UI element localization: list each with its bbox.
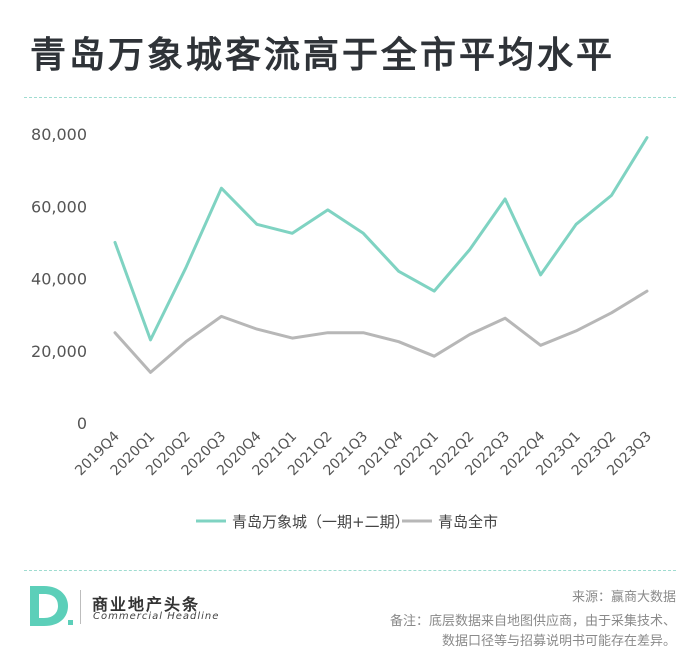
line-chart: 020,00040,00060,00080,0002019Q42020Q1202… xyxy=(31,125,655,531)
chart-title: 青岛万象城客流高于全市平均水平 xyxy=(30,35,616,76)
top-divider xyxy=(24,97,676,98)
brand-name-english: Commercial Headline xyxy=(93,611,220,622)
y-tick-label: 40,000 xyxy=(31,270,87,289)
remark-line-2: 数据口径等与招募说明书可能存在差异。 xyxy=(441,634,676,649)
brand-logo-icon xyxy=(30,586,73,626)
y-tick-label: 80,000 xyxy=(31,125,87,144)
legend-label: 青岛全市 xyxy=(438,513,498,531)
source-note: 来源：赢商大数据 xyxy=(571,590,676,605)
remark-line-1: 备注：底层数据来自地图供应商，由于采集技术、 xyxy=(389,614,676,629)
series-line-qingdao-city xyxy=(113,289,649,374)
series-line-wanxiangcheng xyxy=(113,136,649,342)
footer-separator xyxy=(80,590,81,624)
y-tick-label: 20,000 xyxy=(31,342,87,361)
y-tick-label: 60,000 xyxy=(31,197,87,216)
bottom-divider xyxy=(24,570,676,571)
y-tick-label: 0 xyxy=(77,414,87,433)
brand-name: 商业地产头条 xyxy=(92,595,201,614)
legend-label: 青岛万象城（一期+二期） xyxy=(232,513,410,531)
